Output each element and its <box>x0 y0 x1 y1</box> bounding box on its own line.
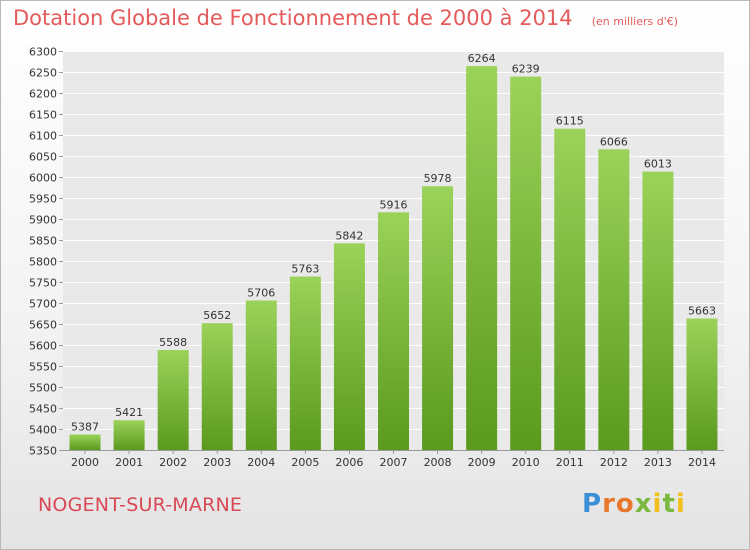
x-tick-label: 2010 <box>512 456 540 469</box>
brand-letter: r <box>602 489 616 519</box>
y-tick-label: 6300 <box>29 46 57 59</box>
bars <box>69 66 718 451</box>
brand-letter: i <box>675 489 686 519</box>
x-tick-label: 2006 <box>335 456 363 469</box>
y-axis-ticks: 5350 5400 5450 5500 5550 5600 5650 5700 5750 5800… <box>29 46 63 458</box>
y-tick-label: 6050 <box>29 151 57 164</box>
x-tick-label: 2008 <box>424 456 452 469</box>
bar <box>554 128 586 450</box>
y-tick-label: 6200 <box>29 88 57 101</box>
bar <box>598 149 630 450</box>
bar <box>69 434 101 450</box>
x-tick-label: 2013 <box>644 456 672 469</box>
y-tick-label: 5700 <box>29 298 57 311</box>
brand-letter: t <box>662 489 676 519</box>
bar <box>422 186 454 451</box>
y-tick-label: 5550 <box>29 361 57 374</box>
chart-subtitle: (en milliers d'€) <box>591 15 679 28</box>
x-tick-label: 2011 <box>556 456 584 469</box>
value-label: 5421 <box>115 406 143 419</box>
y-tick-label: 5950 <box>29 193 57 206</box>
value-label: 5978 <box>424 172 452 185</box>
y-tick-label: 5850 <box>29 235 57 248</box>
city-name: NOGENT-SUR-MARNE <box>38 494 243 516</box>
value-label: 5663 <box>688 305 716 318</box>
bar <box>686 318 718 450</box>
y-tick-label: 5600 <box>29 340 57 353</box>
value-label: 5588 <box>159 336 187 349</box>
x-tick-label: 2005 <box>291 456 319 469</box>
y-tick-label: 6250 <box>29 67 57 80</box>
proxiti-logo: Proxiti <box>582 489 686 519</box>
bar <box>157 350 189 450</box>
x-axis-labels: 2000 2001 2002 2003 2004 2005 2006 2007 2008 2009… <box>71 450 716 469</box>
x-tick-label: 2000 <box>71 456 99 469</box>
x-tick-label: 2003 <box>203 456 231 469</box>
y-tick-label: 6100 <box>29 130 57 143</box>
bar <box>113 420 145 450</box>
x-tick-label: 2007 <box>380 456 408 469</box>
bar <box>245 300 277 450</box>
y-tick-label: 5500 <box>29 382 57 395</box>
y-tick-label: 5900 <box>29 214 57 227</box>
brand-letter: o <box>615 489 635 519</box>
value-label: 6239 <box>512 63 540 76</box>
value-label: 5763 <box>291 263 319 276</box>
brand-letter: i <box>652 489 663 519</box>
y-tick-label: 5350 <box>29 445 57 458</box>
y-tick-label: 6000 <box>29 172 57 185</box>
value-label: 6264 <box>468 52 496 65</box>
y-tick-label: 5800 <box>29 256 57 269</box>
brand-letter: P <box>582 489 603 519</box>
y-tick-label: 5400 <box>29 424 57 437</box>
y-tick-label: 5750 <box>29 277 57 290</box>
x-tick-label: 2012 <box>600 456 628 469</box>
y-tick-label: 5450 <box>29 403 57 416</box>
x-tick-label: 2002 <box>159 456 187 469</box>
chart-title: Dotation Globale de Fonctionnement de 20… <box>13 6 573 30</box>
y-tick-label: 6150 <box>29 109 57 122</box>
x-tick-label: 2009 <box>468 456 496 469</box>
y-tick-label: 5650 <box>29 319 57 332</box>
bar <box>201 323 233 450</box>
bar <box>642 171 674 451</box>
title-row: Dotation Globale de Fonctionnement de 20… <box>13 6 678 30</box>
x-tick-label: 2004 <box>247 456 275 469</box>
bar <box>378 212 409 450</box>
value-label: 5916 <box>380 198 408 211</box>
value-label: 6066 <box>600 135 628 148</box>
x-tick-label: 2014 <box>688 456 716 469</box>
brand-letter: x <box>634 489 653 519</box>
bar <box>289 276 321 450</box>
bar <box>510 76 542 451</box>
value-label: 6115 <box>556 115 584 128</box>
value-labels: 5387 5421 5588 5652 5706 5763 5842 5916 5978 6264… <box>71 52 716 433</box>
bar <box>333 243 365 450</box>
bar <box>466 66 498 451</box>
value-label: 5652 <box>203 309 231 322</box>
x-tick-label: 2001 <box>115 456 143 469</box>
value-label: 5387 <box>71 420 99 433</box>
value-label: 5706 <box>247 286 275 299</box>
value-label: 6013 <box>644 158 672 171</box>
value-label: 5842 <box>335 229 363 242</box>
